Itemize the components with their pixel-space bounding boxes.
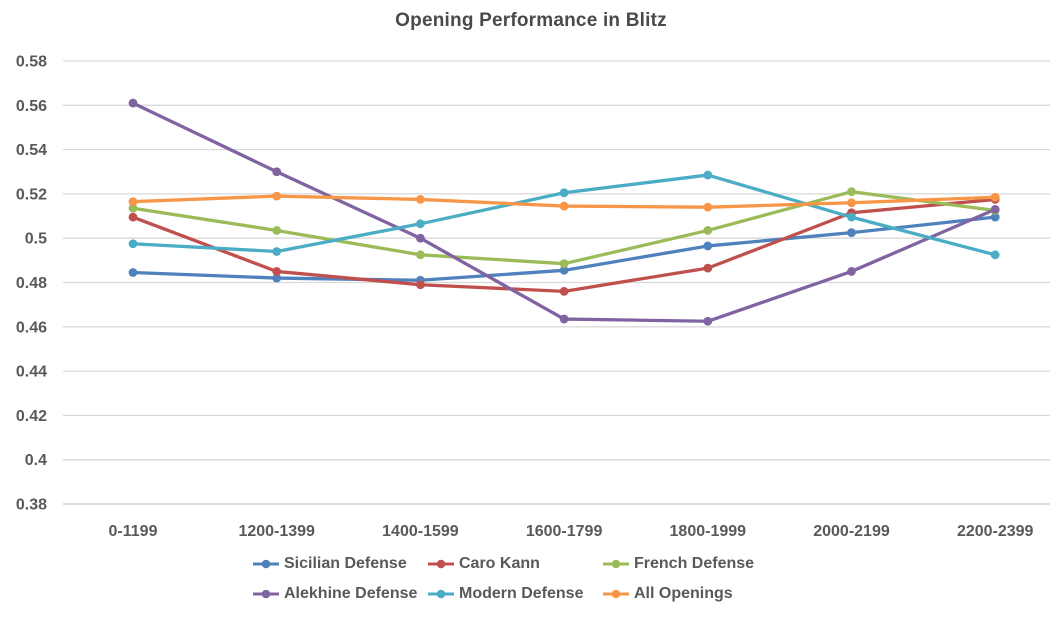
legend-label: Caro Kann (459, 555, 540, 572)
legend-item-all-openings: All Openings (602, 585, 777, 603)
y-tick-label: 0.58 (16, 54, 47, 71)
legend-item-modern-defense: Modern Defense (427, 585, 602, 603)
y-tick-label: 0.38 (16, 497, 47, 514)
y-tick-label: 0.4 (25, 452, 47, 469)
legend-marker-all-openings-icon (603, 589, 629, 599)
legend-label: Alekhine Defense (284, 585, 418, 602)
legend-item-caro-kann: Caro Kann (427, 555, 602, 573)
data-point-french-defense (416, 250, 425, 260)
legend-marker-caro-kann-icon (428, 559, 454, 569)
y-tick-label: 0.54 (16, 142, 47, 159)
series-alekhine-defense (128, 98, 1000, 326)
data-point-all-openings (416, 195, 425, 204)
series-caro-kann (128, 195, 1000, 296)
series-line-modern-defense (131, 173, 997, 257)
legend-marker-dot (611, 559, 621, 569)
series-modern-defense (128, 170, 1000, 260)
chart-title: Opening Performance in Blitz (395, 10, 667, 31)
data-point-caro-kann (559, 286, 569, 296)
series-sicilian-defense (128, 212, 1000, 285)
series-french-defense (128, 187, 1000, 269)
x-tick-label: 0-1199 (109, 523, 158, 540)
data-point-sicilian-defense (128, 268, 138, 277)
x-tick-label: 1400-1599 (382, 523, 459, 540)
x-tick-label: 2200-2399 (957, 523, 1034, 540)
y-tick-label: 0.42 (16, 408, 47, 425)
data-point-alekhine-defense (559, 314, 569, 324)
legend-marker-dot (261, 589, 271, 599)
x-tick-label: 1800-1999 (670, 523, 747, 540)
data-point-modern-defense (990, 250, 1000, 260)
data-point-alekhine-defense (416, 233, 425, 243)
data-point-french-defense (128, 203, 138, 213)
legend-marker-french-defense-icon (603, 559, 629, 569)
data-point-alekhine-defense (703, 316, 713, 326)
y-tick-label: 0.48 (16, 275, 47, 292)
y-tick-label: 0.46 (16, 319, 47, 336)
data-point-french-defense (847, 187, 856, 197)
legend-marker-dot (261, 559, 271, 569)
chart-legend: Sicilian Defense Caro Kann French Defense A… (252, 555, 777, 603)
legend-item-alekhine-defense: Alekhine Defense (252, 585, 427, 603)
data-point-alekhine-defense (272, 167, 282, 177)
data-point-caro-kann (703, 263, 713, 273)
data-point-alekhine-defense (990, 205, 1000, 214)
legend-marker-sicilian-defense-icon (253, 559, 279, 569)
data-point-modern-defense (128, 239, 138, 249)
legend-item-sicilian-defense: Sicilian Defense (252, 555, 427, 573)
data-point-modern-defense (272, 247, 282, 256)
legend-marker-dot (436, 559, 446, 569)
data-point-alekhine-defense (847, 267, 856, 276)
legend-marker-alekhine-defense-icon (253, 589, 279, 599)
data-point-modern-defense (703, 170, 713, 180)
data-point-sicilian-defense (559, 265, 569, 275)
data-point-alekhine-defense (128, 98, 138, 108)
data-point-sicilian-defense (990, 212, 1000, 222)
data-point-sicilian-defense (703, 241, 713, 251)
data-point-sicilian-defense (847, 228, 856, 238)
data-point-all-openings (990, 192, 1000, 202)
data-point-all-openings (847, 198, 856, 208)
data-point-modern-defense (559, 188, 569, 198)
y-tick-label: 0.44 (16, 364, 47, 381)
data-point-modern-defense (416, 219, 425, 229)
x-tick-label: 1200-1399 (238, 523, 315, 540)
legend-label: Sicilian Defense (284, 555, 407, 572)
legend-label: Modern Defense (459, 585, 584, 602)
data-point-all-openings (128, 197, 138, 207)
y-tick-label: 0.5 (25, 231, 47, 248)
data-point-french-defense (272, 226, 282, 235)
data-point-caro-kann (128, 212, 138, 222)
data-point-caro-kann (272, 267, 282, 276)
legend-marker-dot (611, 589, 621, 599)
legend-item-french-defense: French Defense (602, 555, 777, 573)
data-point-all-openings (703, 202, 713, 212)
y-tick-label: 0.52 (16, 186, 47, 203)
legend-marker-dot (436, 589, 446, 599)
x-tick-label: 2000-2199 (813, 523, 890, 540)
data-point-modern-defense (847, 212, 856, 222)
data-point-all-openings (272, 191, 282, 201)
legend-marker-modern-defense-icon (428, 589, 454, 599)
legend-label: French Defense (634, 555, 755, 572)
data-point-french-defense (703, 226, 713, 235)
data-point-french-defense (559, 259, 569, 269)
x-tick-label: 1600-1799 (526, 523, 603, 540)
data-point-sicilian-defense (272, 273, 282, 283)
y-tick-label: 0.56 (16, 98, 47, 115)
series-all-openings (128, 191, 1000, 212)
data-point-all-openings (559, 201, 569, 211)
legend-label: All Openings (634, 585, 733, 602)
data-point-caro-kann (416, 280, 425, 290)
